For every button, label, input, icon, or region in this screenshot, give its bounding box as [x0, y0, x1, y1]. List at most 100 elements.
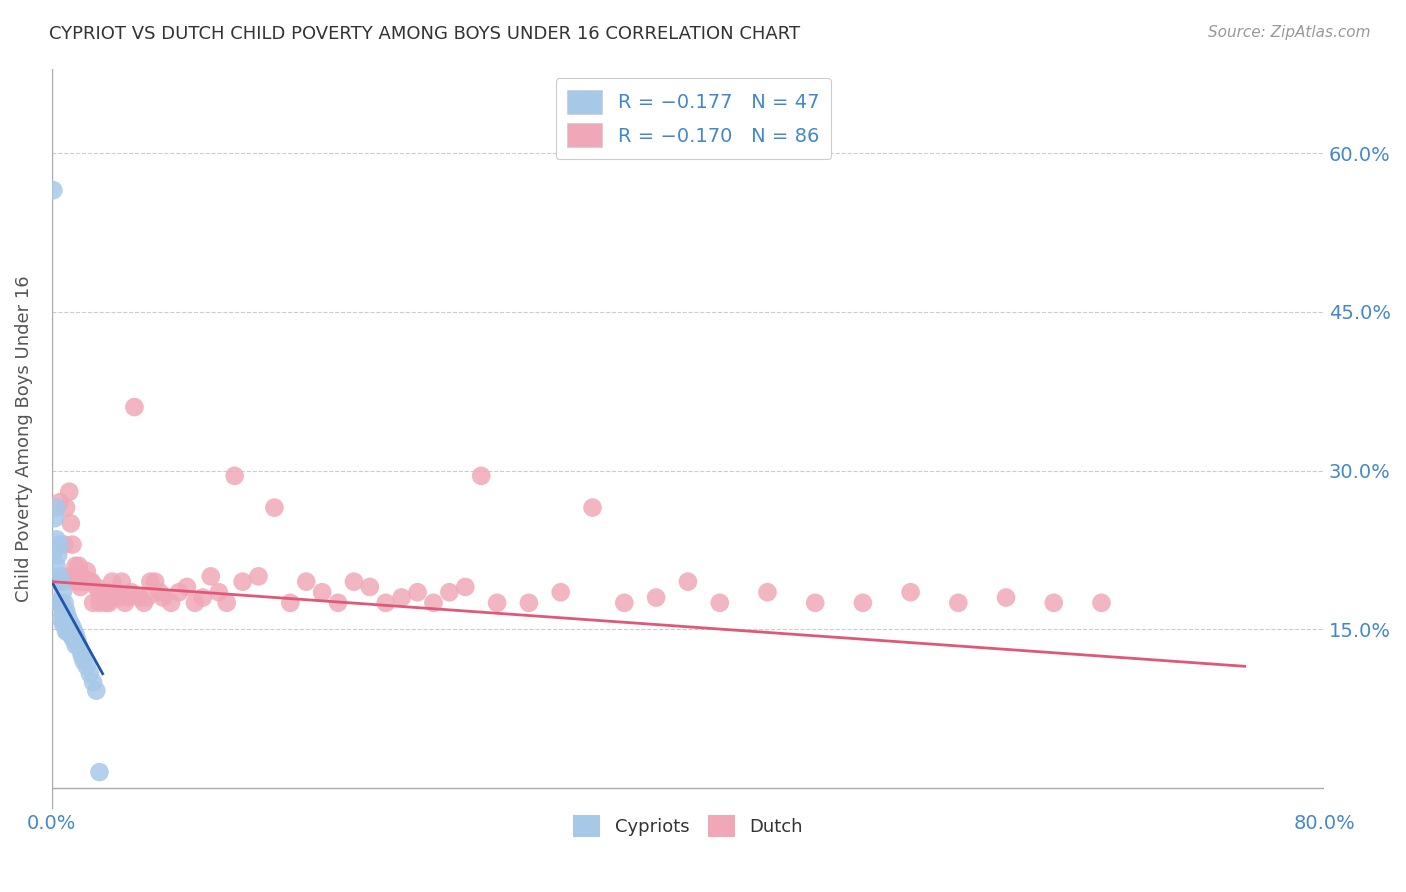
Point [391, 591, 413, 605]
Point [343, 574, 366, 589]
Point [128, 591, 150, 605]
Point [215, 596, 238, 610]
Text: Source: ZipAtlas.com: Source: ZipAtlas.com [1208, 25, 1371, 40]
Point [406, 585, 429, 599]
Point [756, 585, 779, 599]
Point [65, 574, 87, 589]
Point [645, 591, 668, 605]
Point [63, 632, 86, 647]
Point [149, 585, 172, 599]
Point [76, 574, 98, 589]
Point [295, 574, 318, 589]
Point [63, 569, 86, 583]
Point [1090, 596, 1112, 610]
Point [139, 574, 162, 589]
Point [45, 558, 67, 573]
Point [51, 612, 73, 626]
Point [70, 569, 93, 583]
Point [852, 596, 875, 610]
Point [46, 548, 69, 562]
Point [89, 765, 111, 780]
Point [948, 596, 970, 610]
Point [48, 596, 70, 610]
Point [79, 666, 101, 681]
Point [224, 468, 246, 483]
Point [56, 624, 79, 639]
Point [56, 569, 79, 583]
Point [56, 617, 79, 632]
Point [69, 580, 91, 594]
Point [48, 495, 70, 509]
Point [900, 585, 922, 599]
Point [70, 648, 93, 663]
Point [52, 585, 75, 599]
Point [56, 609, 79, 624]
Point [104, 585, 127, 599]
Point [79, 574, 101, 589]
Point [101, 574, 124, 589]
Point [66, 632, 89, 647]
Point [167, 585, 190, 599]
Point [470, 468, 492, 483]
Point [114, 596, 136, 610]
Point [232, 574, 254, 589]
Point [422, 596, 444, 610]
Point [58, 614, 80, 628]
Point [278, 596, 301, 610]
Point [46, 574, 69, 589]
Point [58, 624, 80, 639]
Point [709, 596, 731, 610]
Point [517, 596, 540, 610]
Point [65, 558, 87, 573]
Point [53, 574, 76, 589]
Point [581, 500, 603, 515]
Point [89, 596, 111, 610]
Point [65, 638, 87, 652]
Point [152, 591, 174, 605]
Point [45, 500, 67, 515]
Point [53, 538, 76, 552]
Point [84, 683, 107, 698]
Point [191, 591, 214, 605]
Point [67, 558, 90, 573]
Point [45, 596, 67, 610]
Point [486, 596, 509, 610]
Point [359, 580, 381, 594]
Point [91, 591, 114, 605]
Point [374, 596, 396, 610]
Point [995, 591, 1018, 605]
Point [51, 574, 73, 589]
Point [676, 574, 699, 589]
Point [53, 617, 76, 632]
Y-axis label: Child Poverty Among Boys Under 16: Child Poverty Among Boys Under 16 [15, 276, 32, 602]
Point [52, 607, 75, 621]
Point [55, 500, 77, 515]
Point [67, 638, 90, 652]
Point [94, 596, 117, 610]
Point [44, 543, 66, 558]
Point [184, 596, 207, 610]
Point [53, 596, 76, 610]
Point [44, 511, 66, 525]
Point [804, 596, 827, 610]
Point [160, 596, 183, 610]
Point [454, 580, 477, 594]
Point [80, 574, 103, 589]
Point [72, 574, 94, 589]
Text: CYPRIOT VS DUTCH CHILD POVERTY AMONG BOYS UNDER 16 CORRELATION CHART: CYPRIOT VS DUTCH CHILD POVERTY AMONG BOY… [49, 25, 800, 43]
Point [1042, 596, 1064, 610]
Point [59, 516, 82, 531]
Point [76, 564, 98, 578]
Point [263, 500, 285, 515]
Point [613, 596, 636, 610]
Point [89, 585, 111, 599]
Point [136, 591, 159, 605]
Point [550, 585, 572, 599]
Point [311, 585, 333, 599]
Point [63, 624, 86, 639]
Point [72, 654, 94, 668]
Point [132, 596, 155, 610]
Point [200, 569, 222, 583]
Point [124, 400, 146, 414]
Point [46, 596, 69, 610]
